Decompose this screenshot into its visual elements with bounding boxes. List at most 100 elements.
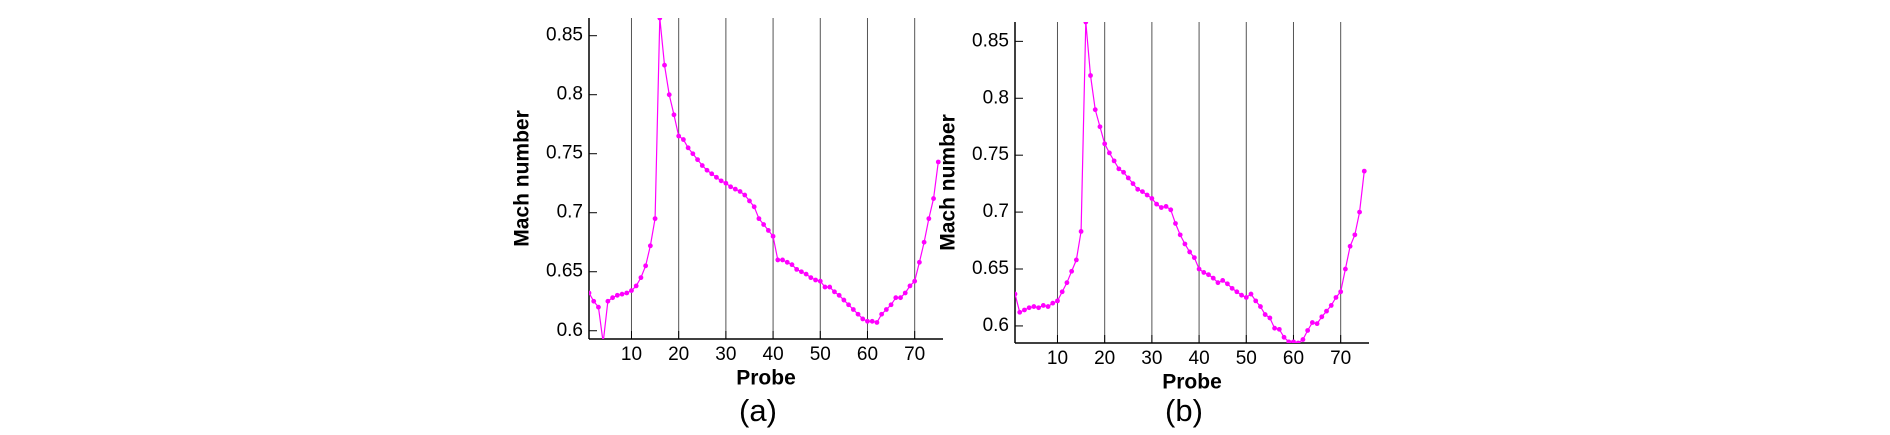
x-tick-label: 20 <box>1094 348 1115 369</box>
point <box>732 186 738 192</box>
point <box>1258 304 1263 309</box>
point <box>695 157 700 163</box>
point <box>643 263 649 269</box>
point <box>832 289 837 295</box>
caption: (b) <box>1165 393 1203 428</box>
point <box>1130 181 1136 187</box>
point <box>907 283 913 289</box>
line <box>1015 22 1365 343</box>
point <box>935 159 941 165</box>
point <box>605 298 611 304</box>
point <box>1253 298 1259 304</box>
point <box>601 340 606 345</box>
point <box>714 174 719 180</box>
point <box>681 137 686 142</box>
point <box>1225 281 1230 287</box>
y-axis-label: Mach number <box>937 114 960 251</box>
point <box>704 167 710 173</box>
x-tick-label: 40 <box>1189 348 1210 369</box>
plot <box>1015 22 1367 343</box>
point <box>723 180 729 186</box>
point <box>808 275 814 281</box>
y-tick-label: 0.85 <box>546 25 583 46</box>
point <box>803 271 809 277</box>
point <box>1140 189 1145 195</box>
point <box>619 291 625 297</box>
point <box>813 277 818 283</box>
point <box>822 284 828 290</box>
point <box>917 259 922 265</box>
point <box>1187 249 1193 255</box>
point <box>1281 334 1287 340</box>
y-tick-label: 0.65 <box>546 261 583 282</box>
point <box>794 266 800 272</box>
point <box>1229 285 1235 291</box>
point <box>652 216 658 222</box>
point <box>1017 309 1023 315</box>
point <box>1102 141 1108 147</box>
y-tick-label: 0.7 <box>557 202 583 223</box>
point <box>1163 204 1169 209</box>
point <box>846 302 851 308</box>
y-tick-label: 0.85 <box>972 30 1009 51</box>
y-tick-label: 0.65 <box>972 258 1009 279</box>
point <box>1324 308 1329 314</box>
point <box>1210 275 1216 281</box>
y-tick-label: 0.6 <box>983 315 1009 336</box>
point <box>1191 255 1197 261</box>
point <box>1036 305 1041 311</box>
point <box>855 311 861 317</box>
point <box>676 133 682 139</box>
point <box>728 184 733 190</box>
point <box>1149 196 1155 201</box>
point <box>751 204 757 210</box>
point <box>1276 326 1282 332</box>
point <box>1083 22 1089 25</box>
point <box>1305 328 1311 333</box>
point <box>1092 107 1098 113</box>
point <box>1055 298 1060 304</box>
point <box>1215 280 1221 286</box>
point <box>888 302 894 308</box>
point <box>817 278 823 284</box>
point <box>902 290 908 296</box>
point <box>879 311 885 317</box>
point <box>1300 337 1306 342</box>
point <box>1135 186 1141 192</box>
point <box>1248 291 1254 297</box>
x-axis-label: Probe <box>736 367 796 390</box>
point <box>784 259 790 265</box>
point <box>1291 339 1296 343</box>
point <box>742 192 748 198</box>
y-tick-label: 0.7 <box>983 201 1009 222</box>
point <box>1220 277 1226 283</box>
point <box>874 320 880 325</box>
point <box>770 233 776 239</box>
point <box>1286 339 1292 343</box>
point <box>765 228 771 233</box>
point <box>614 292 620 298</box>
point <box>1040 303 1046 308</box>
y-tick-label: 0.75 <box>972 144 1009 165</box>
point <box>737 189 743 194</box>
x-tick-label: 70 <box>1330 348 1351 369</box>
point <box>671 112 677 118</box>
y-tick-label: 0.75 <box>546 143 583 164</box>
point <box>841 297 847 303</box>
point <box>912 278 918 284</box>
point <box>1097 124 1103 130</box>
point <box>699 163 705 168</box>
x-axis-label: Probe <box>1162 371 1222 394</box>
point <box>629 288 634 294</box>
point <box>761 222 767 227</box>
point <box>1343 266 1348 272</box>
point <box>685 145 691 151</box>
point <box>1031 304 1037 309</box>
point <box>898 295 903 301</box>
caption: (a) <box>739 393 777 428</box>
point <box>1309 320 1315 325</box>
point <box>1173 221 1178 226</box>
x-tick-label: 60 <box>857 344 878 365</box>
point <box>1243 295 1249 300</box>
